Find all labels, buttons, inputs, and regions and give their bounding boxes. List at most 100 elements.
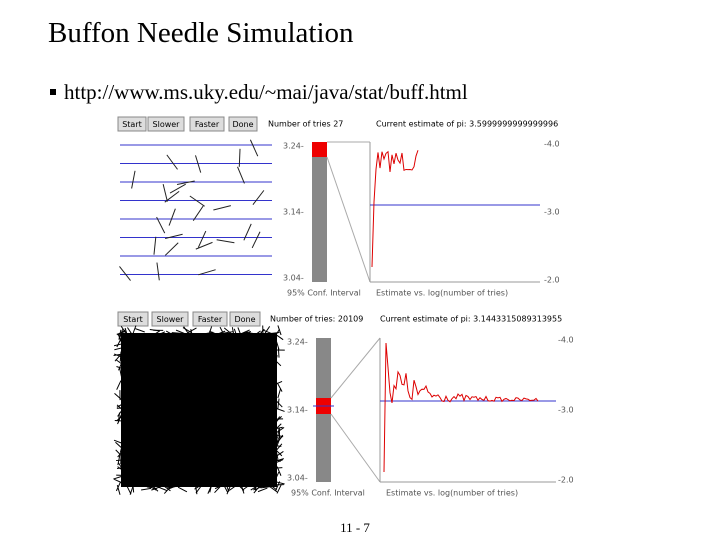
- log-tick: -2.0: [544, 276, 560, 285]
- needle: [275, 449, 279, 460]
- needle: [171, 332, 182, 334]
- applet-button[interactable]: Faster: [192, 311, 228, 327]
- needle: [260, 486, 271, 489]
- needle: [254, 485, 265, 491]
- needle: [132, 325, 137, 336]
- needle: [273, 358, 282, 367]
- needle: [115, 449, 124, 458]
- needle: [119, 329, 124, 339]
- needle: [117, 414, 122, 425]
- needle: [273, 423, 282, 432]
- needle: [195, 155, 202, 173]
- applet-button[interactable]: Done: [228, 116, 258, 132]
- needle: [153, 236, 157, 255]
- button-face: [117, 311, 149, 327]
- needle: [164, 242, 179, 256]
- needle: [119, 442, 124, 453]
- button-label: Done: [234, 315, 255, 324]
- needle: [228, 484, 238, 491]
- gauge-tick: 3.24-: [283, 142, 304, 151]
- log-tick: -3.0: [544, 208, 560, 217]
- needle: [116, 407, 127, 409]
- needle: [114, 392, 123, 401]
- log-tick: -4.0: [558, 336, 574, 345]
- button-label: Slower: [153, 120, 181, 129]
- needle: [117, 448, 125, 458]
- log-tick: -2.0: [558, 476, 574, 485]
- needle: [216, 239, 235, 244]
- needle: [253, 485, 261, 494]
- needle: [117, 333, 123, 344]
- needle: [197, 230, 207, 248]
- estimate-trace: [383, 342, 539, 473]
- applet-button[interactable]: Slower: [147, 116, 185, 132]
- needle: [257, 487, 268, 493]
- page-number: 11 - 7: [340, 520, 370, 535]
- gauge-tick: 3.24-: [287, 338, 308, 347]
- plot-caption: Estimate vs. log(number of tries): [386, 489, 518, 498]
- needle: [263, 326, 271, 335]
- button-label: Start: [122, 120, 142, 129]
- needle: [276, 484, 282, 494]
- gauge-tick: 3.04-: [283, 274, 304, 283]
- needle: [113, 475, 123, 480]
- button-label: Slower: [157, 315, 185, 324]
- needle: [274, 355, 278, 366]
- needle: [253, 482, 261, 491]
- needle: [157, 486, 168, 492]
- needle: [273, 459, 284, 465]
- needle: [276, 434, 284, 444]
- button-face: [228, 116, 258, 132]
- needle: [231, 327, 235, 338]
- needle: [176, 180, 195, 186]
- needle: [117, 466, 127, 473]
- needle: [166, 485, 177, 489]
- needle: [192, 205, 204, 221]
- needle: [132, 482, 135, 493]
- needle: [243, 223, 252, 241]
- applet-button[interactable]: Start: [117, 116, 147, 132]
- interval-marker: [312, 142, 327, 157]
- needle: [237, 166, 245, 184]
- needle: [274, 481, 285, 485]
- applet-button[interactable]: Slower: [151, 311, 189, 327]
- log-tick: -3.0: [558, 406, 574, 415]
- applet-button[interactable]: Done: [229, 311, 261, 327]
- needle: [274, 471, 280, 482]
- needle: [155, 331, 166, 337]
- needle: [219, 326, 226, 337]
- needle: [274, 451, 284, 458]
- needle: [168, 208, 176, 226]
- tries-count: Number of tries 27: [268, 120, 343, 129]
- needle: [251, 231, 261, 249]
- needle: [162, 484, 171, 492]
- needle: [165, 233, 183, 239]
- needle: [126, 484, 132, 495]
- needle: [114, 346, 125, 351]
- zoom-line: [330, 413, 381, 483]
- needle: [223, 331, 234, 334]
- needle: [195, 241, 213, 250]
- applet-button[interactable]: Start: [117, 311, 149, 327]
- needle: [241, 331, 252, 335]
- needle: [271, 456, 281, 462]
- needle: [164, 190, 180, 203]
- estimate-trace: [371, 150, 419, 268]
- needle: [257, 328, 264, 338]
- needle-mass: [121, 333, 277, 487]
- needle: [236, 483, 245, 491]
- needle: [156, 262, 160, 281]
- needle: [149, 329, 160, 332]
- needle: [277, 398, 280, 409]
- button-label: Done: [232, 120, 253, 129]
- slide-title: Buffon Needle Simulation: [48, 17, 354, 49]
- needle: [226, 484, 232, 495]
- button-label: Start: [123, 315, 143, 324]
- needle: [131, 170, 136, 189]
- needle: [116, 459, 127, 462]
- applet-button[interactable]: Faster: [189, 116, 225, 132]
- needle: [276, 382, 283, 392]
- gauge-tick: 3.04-: [287, 474, 308, 483]
- needle: [141, 487, 152, 491]
